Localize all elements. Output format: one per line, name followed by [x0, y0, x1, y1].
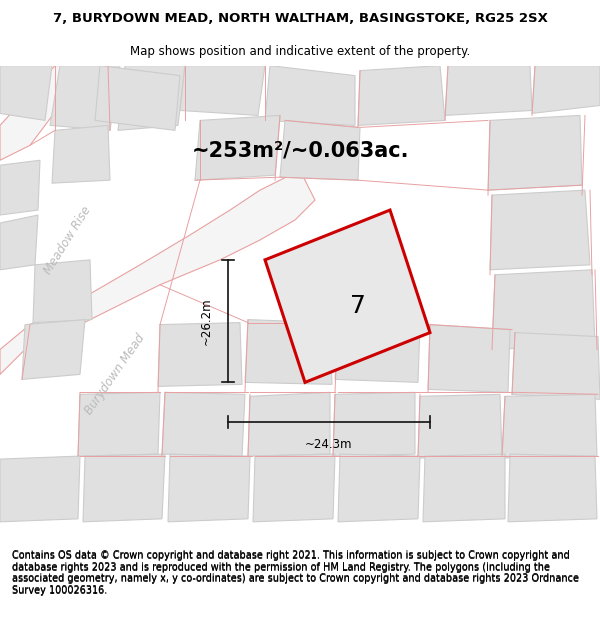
Polygon shape — [33, 260, 92, 322]
Text: Contains OS data © Crown copyright and database right 2021. This information is : Contains OS data © Crown copyright and d… — [12, 550, 579, 595]
Polygon shape — [245, 319, 332, 384]
Polygon shape — [265, 66, 355, 126]
Polygon shape — [512, 332, 600, 399]
Polygon shape — [428, 324, 510, 392]
Polygon shape — [358, 66, 445, 126]
Polygon shape — [195, 116, 280, 180]
Polygon shape — [52, 126, 110, 183]
Polygon shape — [338, 454, 420, 522]
Polygon shape — [168, 454, 250, 522]
Polygon shape — [118, 66, 185, 131]
Text: Contains OS data © Crown copyright and database right 2021. This information is : Contains OS data © Crown copyright and d… — [12, 551, 579, 596]
Polygon shape — [50, 66, 120, 131]
Polygon shape — [248, 392, 330, 456]
Polygon shape — [78, 392, 160, 456]
Polygon shape — [95, 66, 180, 131]
Text: 7: 7 — [350, 294, 365, 318]
Polygon shape — [0, 456, 80, 522]
Polygon shape — [492, 270, 595, 349]
Polygon shape — [83, 454, 165, 522]
Text: 7, BURYDOWN MEAD, NORTH WALTHAM, BASINGSTOKE, RG25 2SX: 7, BURYDOWN MEAD, NORTH WALTHAM, BASINGS… — [53, 12, 547, 25]
Text: Map shows position and indicative extent of the property.: Map shows position and indicative extent… — [130, 45, 470, 58]
Polygon shape — [180, 66, 265, 116]
Polygon shape — [508, 454, 597, 522]
Text: Burydown Mead: Burydown Mead — [82, 332, 148, 417]
Polygon shape — [0, 66, 90, 160]
Polygon shape — [335, 319, 420, 382]
Text: ~26.2m: ~26.2m — [199, 298, 212, 345]
Text: ~253m²/~0.063ac.: ~253m²/~0.063ac. — [191, 140, 409, 160]
Polygon shape — [265, 210, 430, 382]
Polygon shape — [0, 66, 52, 121]
Polygon shape — [490, 190, 590, 270]
Polygon shape — [280, 121, 360, 180]
Polygon shape — [502, 394, 597, 458]
Polygon shape — [0, 215, 38, 270]
Polygon shape — [333, 392, 415, 456]
Polygon shape — [158, 322, 242, 386]
Polygon shape — [488, 116, 582, 190]
Polygon shape — [162, 392, 245, 456]
Polygon shape — [418, 394, 502, 458]
Polygon shape — [0, 170, 315, 374]
Polygon shape — [0, 160, 40, 215]
Text: ~24.3m: ~24.3m — [305, 438, 353, 451]
Polygon shape — [532, 66, 600, 114]
Polygon shape — [22, 319, 85, 379]
Polygon shape — [423, 454, 505, 522]
Polygon shape — [253, 454, 335, 522]
Text: Meadow Rise: Meadow Rise — [42, 204, 94, 276]
Polygon shape — [445, 66, 532, 116]
